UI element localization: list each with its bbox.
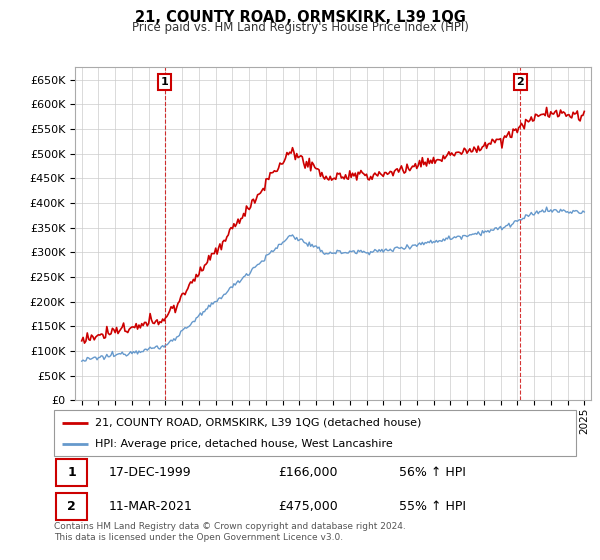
Text: Contains HM Land Registry data © Crown copyright and database right 2024.
This d: Contains HM Land Registry data © Crown c… [54, 522, 406, 542]
Text: £166,000: £166,000 [278, 466, 338, 479]
Text: 1: 1 [161, 77, 169, 87]
Text: HPI: Average price, detached house, West Lancashire: HPI: Average price, detached house, West… [95, 439, 392, 449]
FancyBboxPatch shape [54, 410, 576, 456]
Text: £475,000: £475,000 [278, 500, 338, 513]
Text: 21, COUNTY ROAD, ORMSKIRK, L39 1QG (detached house): 21, COUNTY ROAD, ORMSKIRK, L39 1QG (deta… [95, 418, 421, 428]
FancyBboxPatch shape [56, 459, 88, 486]
FancyBboxPatch shape [56, 493, 88, 520]
Text: 55% ↑ HPI: 55% ↑ HPI [398, 500, 466, 513]
Text: 17-DEC-1999: 17-DEC-1999 [109, 466, 191, 479]
Text: 2: 2 [517, 77, 524, 87]
Text: 21, COUNTY ROAD, ORMSKIRK, L39 1QG: 21, COUNTY ROAD, ORMSKIRK, L39 1QG [134, 10, 466, 25]
Text: 1: 1 [67, 466, 76, 479]
Text: 11-MAR-2021: 11-MAR-2021 [109, 500, 193, 513]
Text: 2: 2 [67, 500, 76, 513]
Text: 56% ↑ HPI: 56% ↑ HPI [398, 466, 466, 479]
Text: Price paid vs. HM Land Registry's House Price Index (HPI): Price paid vs. HM Land Registry's House … [131, 21, 469, 34]
